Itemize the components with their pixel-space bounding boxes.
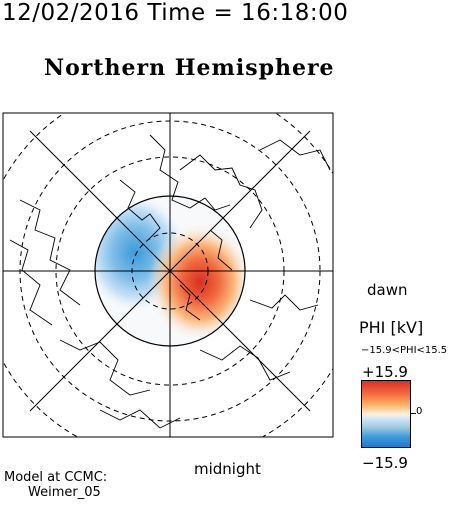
colorbar-zero-tick [411,413,416,414]
coastlines [9,134,331,429]
colorbar-min-label: −15.9 [362,454,408,472]
colorbar-zero-label: 0 [416,406,423,417]
colorbar-range: −15.9<PHI<15.5 [361,345,448,356]
model-label: Model at CCMC: [4,470,108,485]
hemisphere-title: Northern Hemisphere [44,55,335,81]
potential-positive-cell [148,224,245,340]
model-name: Weimer_05 [28,485,101,500]
dawn-label: dawn [367,281,408,299]
midnight-label: midnight [194,460,261,478]
meridian-diag-2 [29,130,311,412]
colorbar-max-label: +15.9 [362,363,408,381]
polar-map [2,112,334,438]
colorbar-title: PHI [kV] [359,318,424,337]
colorbar [361,380,411,448]
map-frame [2,112,334,438]
datetime-title: 12/02/2016 Time = 16:18:00 [2,0,349,26]
